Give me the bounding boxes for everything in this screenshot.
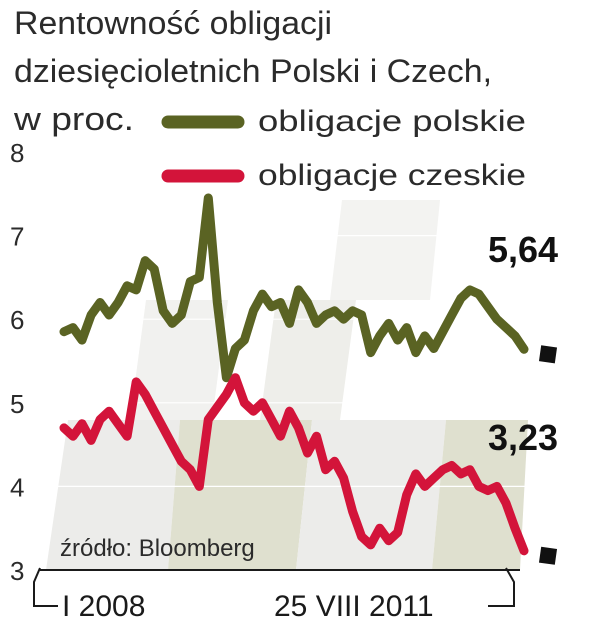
y-tick-label: 6 xyxy=(10,305,24,335)
x-start-bracket xyxy=(33,567,58,607)
axis-layer: 3 4 5 6 7 8 xyxy=(10,138,520,607)
series-line-polish xyxy=(59,193,529,383)
series-line-czech xyxy=(59,373,529,556)
legend-label-czech: obligacje czeskie xyxy=(258,159,526,192)
text-layer: Rentowność obligacji dziesięcioletnich P… xyxy=(13,5,558,623)
y-tick-label: 4 xyxy=(10,472,24,502)
end-value-label-polish: 5,64 xyxy=(488,229,558,270)
x-start-label: I 2008 xyxy=(62,590,145,623)
background-band xyxy=(330,200,440,300)
end-marker-czech xyxy=(538,546,558,565)
legend-label-polish: obligacje polskie xyxy=(258,105,526,138)
y-tick-label: 7 xyxy=(10,222,24,252)
y-tick-label: 8 xyxy=(10,138,24,168)
source-note: źródło: Bloomberg xyxy=(60,535,255,562)
background-band xyxy=(46,420,180,570)
chart-title-line-1: Rentowność obligacji xyxy=(14,5,332,41)
chart-title-line-3: w proc. xyxy=(13,101,134,137)
end-value-label-czech: 3,23 xyxy=(488,417,558,458)
series-layer xyxy=(59,193,558,565)
background-band xyxy=(260,300,356,420)
end-marker-polish xyxy=(538,345,558,364)
background-band xyxy=(130,300,228,420)
x-end-bracket xyxy=(488,567,515,607)
y-tick-label: 5 xyxy=(10,389,24,419)
background-bands xyxy=(46,200,528,570)
chart-title-line-2: dziesięcioletnich Polski i Czech, xyxy=(14,53,492,89)
y-tick-label: 3 xyxy=(10,556,24,586)
x-end-label: 25 VIII 2011 xyxy=(274,590,434,623)
background-band xyxy=(432,420,528,570)
